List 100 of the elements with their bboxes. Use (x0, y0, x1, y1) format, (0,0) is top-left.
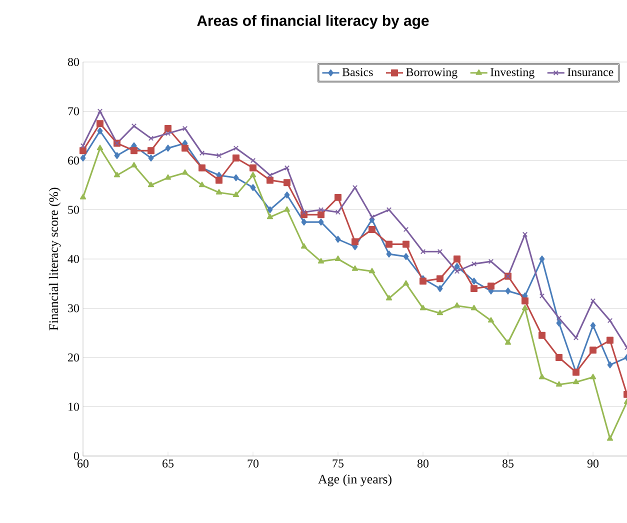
legend-label: Basics (342, 68, 373, 76)
point (284, 179, 290, 186)
point (454, 302, 460, 308)
point (471, 278, 477, 285)
chart-title: Areas of financial literacy by age (197, 14, 429, 29)
point (403, 226, 409, 232)
point (590, 374, 596, 380)
point (437, 249, 443, 254)
point (368, 268, 376, 274)
point (318, 218, 324, 226)
legend-label: Borrowing (406, 68, 458, 79)
x-tick-label: 60 (78, 460, 89, 468)
point (471, 261, 477, 267)
point (250, 158, 256, 164)
x-tick-label: 70 (248, 460, 259, 468)
legend-label: Insurance (568, 68, 614, 76)
point (301, 218, 307, 226)
point (402, 240, 410, 248)
point (556, 320, 562, 327)
point (80, 194, 86, 200)
point (606, 435, 614, 441)
point (470, 304, 478, 310)
point (301, 210, 307, 215)
x-tick-label: 85 (502, 460, 514, 468)
point (590, 322, 596, 329)
point (386, 294, 392, 300)
point (164, 174, 172, 180)
point (488, 258, 494, 264)
point (97, 127, 103, 134)
point (233, 174, 239, 182)
point (164, 125, 172, 132)
point (437, 285, 443, 292)
point (335, 210, 341, 215)
y-tick-label: 80 (68, 58, 80, 66)
point (284, 191, 290, 198)
point (368, 226, 376, 233)
point (539, 293, 545, 299)
point (538, 374, 546, 380)
point (369, 214, 375, 220)
point (420, 278, 426, 285)
point (148, 147, 154, 154)
point (539, 256, 545, 262)
point (165, 144, 171, 152)
point (233, 146, 239, 151)
point (522, 232, 528, 237)
point (250, 184, 256, 192)
point (556, 354, 562, 361)
point (198, 182, 206, 188)
point (266, 214, 274, 220)
point (267, 172, 273, 178)
point (606, 336, 614, 344)
point (130, 162, 138, 168)
point (522, 304, 528, 310)
point (165, 130, 171, 136)
point (318, 258, 324, 264)
point (556, 381, 562, 387)
point (216, 176, 222, 184)
point (130, 147, 138, 154)
point (607, 318, 613, 324)
point (590, 298, 596, 304)
y-tick-label: 50 (68, 206, 80, 214)
point (403, 253, 409, 260)
point (436, 275, 444, 282)
point (386, 207, 392, 212)
x-tick-label: 75 (332, 460, 344, 468)
point (182, 144, 188, 152)
point (352, 184, 358, 190)
y-tick-label: 0 (74, 452, 80, 460)
y-axis-title: Financial literacy score (%) (48, 188, 61, 330)
point (538, 332, 546, 339)
point (386, 250, 392, 258)
point (114, 152, 120, 160)
point (148, 182, 154, 188)
point (97, 108, 103, 114)
point (607, 361, 613, 368)
point (488, 317, 494, 323)
point (266, 176, 274, 184)
y-tick-label: 60 (68, 156, 80, 165)
point (148, 154, 154, 162)
point (300, 243, 308, 249)
point (454, 268, 460, 274)
point (488, 282, 494, 290)
point (522, 297, 528, 304)
point (318, 207, 324, 212)
point (284, 165, 290, 170)
point (436, 310, 444, 316)
point (505, 288, 511, 294)
point (318, 211, 324, 218)
point (80, 147, 86, 154)
point (334, 194, 342, 201)
point (386, 240, 392, 248)
legend-label: Investing (490, 68, 534, 79)
point (504, 339, 512, 345)
point (216, 152, 222, 158)
point (96, 144, 104, 150)
x-tick-label: 90 (587, 460, 599, 468)
point (352, 265, 358, 271)
point (182, 126, 188, 132)
y-tick-label: 10 (68, 402, 80, 411)
point (250, 164, 256, 172)
